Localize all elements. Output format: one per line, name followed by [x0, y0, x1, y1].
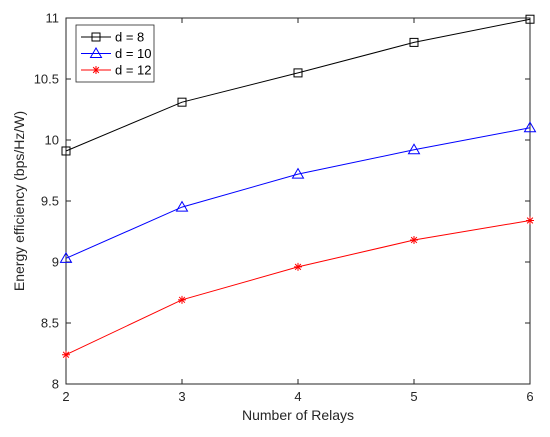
legend-marker: [89, 47, 103, 58]
x-tick-label: 3: [178, 389, 185, 404]
x-tick-label: 4: [294, 389, 301, 404]
data-point: [177, 97, 187, 107]
data-point: [175, 200, 189, 212]
y-axis-title: Energy efficiency (bps/Hz/W): [11, 111, 27, 291]
data-point: [410, 236, 418, 245]
series-line: [65, 18, 531, 152]
series-layer: [59, 14, 537, 359]
data-point: [409, 37, 419, 47]
data-point: [59, 251, 73, 263]
data-point: [293, 68, 303, 78]
y-tick-label: 10.5: [34, 72, 59, 87]
legend-entry: d = 12: [81, 63, 152, 78]
series-line: [65, 127, 531, 259]
legend-marker: [92, 66, 100, 74]
x-tick-label: 5: [410, 389, 417, 404]
data-point: [178, 295, 186, 304]
y-tick-label: 8.5: [41, 316, 59, 331]
y-tick-label: 10: [45, 133, 59, 148]
data-point: [61, 146, 71, 156]
x-tick-label: 2: [62, 389, 69, 404]
legend: d = 8d = 10 d = 12: [75, 24, 155, 83]
series-3: [62, 216, 534, 359]
legend-label: d = 10: [115, 46, 152, 61]
y-tick-label: 9: [52, 255, 59, 270]
data-point: [525, 14, 535, 24]
legend-label: d = 8: [115, 30, 144, 45]
data-point: [291, 167, 305, 179]
data-point: [407, 143, 421, 155]
y-tick-label: 11: [46, 11, 60, 26]
series-1: [61, 14, 535, 156]
y-tick-label: 9.5: [41, 194, 59, 209]
legend-label: d = 12: [115, 63, 152, 78]
data-point: [62, 350, 70, 359]
axis-ticks: 2 3 4 5 6 8 8.5 9 9.5 10 10.5 11: [34, 11, 534, 405]
x-tick-label: 6: [526, 389, 533, 404]
data-point: [523, 121, 537, 133]
data-point: [526, 216, 534, 225]
y-tick-label: 8: [52, 377, 59, 392]
series-2: [59, 121, 537, 263]
legend-marker: [91, 32, 101, 42]
x-axis-title: Number of Relays: [242, 407, 354, 423]
legend-entry: d = 10: [81, 46, 152, 61]
data-point: [294, 262, 302, 271]
legend-entry: d = 8: [81, 30, 144, 45]
